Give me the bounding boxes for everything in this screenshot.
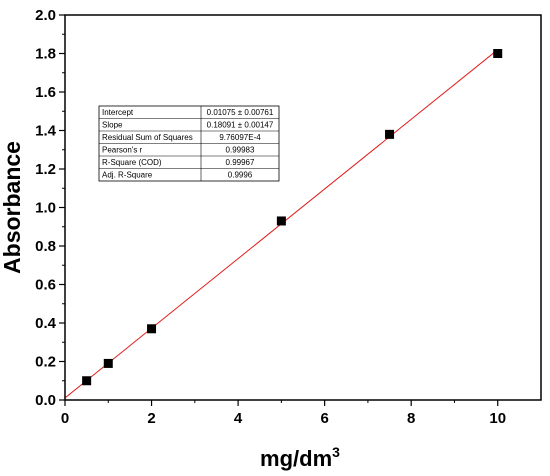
stats-table-value: 9.76097E-4 bbox=[219, 133, 261, 142]
stats-table-value: 0.99967 bbox=[226, 158, 255, 167]
x-tick-label: 2 bbox=[147, 410, 155, 427]
y-tick-label: 0.4 bbox=[35, 315, 57, 332]
data-point bbox=[276, 216, 286, 226]
data-point bbox=[493, 49, 503, 58]
data-point bbox=[103, 358, 113, 368]
y-tick-label: 0.0 bbox=[35, 392, 56, 409]
stats-table-label: Pearson's r bbox=[102, 146, 143, 155]
data-points bbox=[82, 49, 503, 386]
y-tick-label: 1.4 bbox=[35, 123, 57, 140]
x-axis-ticks: 0 2 4 6 8 10 bbox=[61, 400, 506, 427]
stats-table-value: 0.01075 ± 0.00761 bbox=[207, 108, 274, 117]
stats-table-value: 0.18091 ± 0.00147 bbox=[207, 121, 274, 130]
stats-table-label: R-Square (COD) bbox=[102, 158, 162, 167]
stats-table-label: Slope bbox=[102, 121, 123, 130]
x-tick-label: 10 bbox=[489, 410, 506, 427]
stats-table-label: Adj. R-Square bbox=[102, 171, 153, 180]
svg-text:mg/dm3: mg/dm3 bbox=[260, 444, 340, 471]
x-tick-label: 6 bbox=[320, 410, 328, 427]
y-tick-label: 1.8 bbox=[35, 46, 56, 63]
y-tick-label: 0.8 bbox=[35, 238, 56, 255]
y-tick-label: 1.2 bbox=[35, 161, 56, 178]
y-axis-ticks: 0.0 0.2 0.4 0.6 0.8 1.0 1.2 1.4 1.6 1.8 2.0 bbox=[35, 7, 65, 409]
x-tick-label: 4 bbox=[234, 410, 243, 427]
y-tick-label: 1.6 bbox=[35, 84, 56, 101]
stats-table-value: 0.9996 bbox=[228, 171, 253, 180]
x-tick-label: 8 bbox=[407, 410, 415, 427]
data-point bbox=[82, 376, 92, 386]
stats-table-value: 0.99983 bbox=[226, 146, 255, 155]
stats-table-label: Residual Sum of Squares bbox=[102, 133, 193, 142]
data-point bbox=[385, 129, 395, 139]
x-tick-label: 0 bbox=[61, 410, 69, 427]
data-point bbox=[147, 324, 157, 334]
stats-table-label: Intercept bbox=[102, 108, 134, 117]
plot-frame bbox=[64, 14, 542, 401]
fit-statistics-table: Intercept 0.01075 ± 0.00761 Slope 0.18091 ±… bbox=[98, 105, 280, 182]
y-tick-label: 1.0 bbox=[35, 200, 56, 217]
y-tick-label: 2.0 bbox=[35, 7, 56, 24]
y-tick-label: 0.2 bbox=[35, 354, 56, 371]
y-axis-title: Absorbance bbox=[0, 141, 25, 274]
x-axis-title: mg/dm3 bbox=[260, 444, 340, 471]
y-tick-label: 0.6 bbox=[35, 277, 56, 294]
x-axis-title-superscript: 3 bbox=[332, 444, 340, 460]
